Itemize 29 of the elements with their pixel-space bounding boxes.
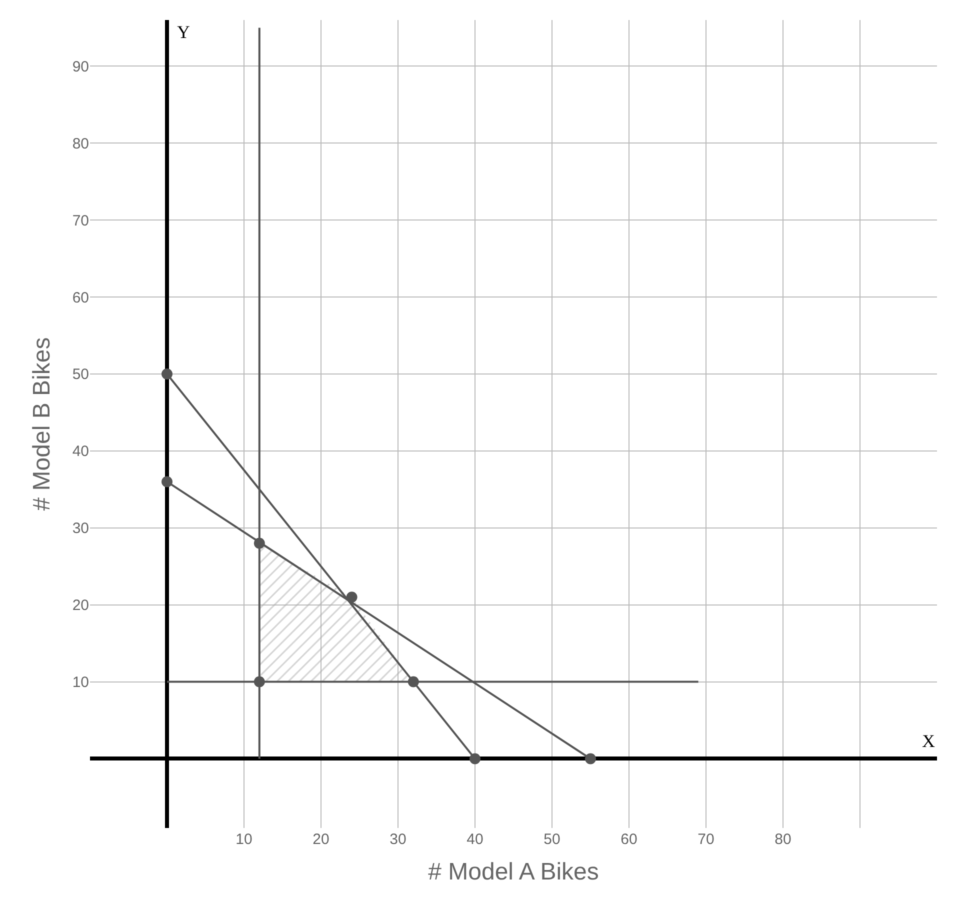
- x-tick-label: 20: [312, 831, 330, 848]
- point: [162, 476, 172, 488]
- x-tick-label: 50: [544, 831, 560, 848]
- point: [254, 538, 265, 549]
- point: [470, 753, 480, 764]
- x-tick-label: 40: [466, 831, 484, 848]
- y-tick-label: 40: [72, 443, 89, 460]
- x-axis-title: # Model A Bikes: [428, 858, 599, 886]
- x-tick-label: 80: [774, 831, 792, 848]
- annotation: Y: [177, 22, 190, 42]
- point: [585, 753, 596, 764]
- y-tick-label: 10: [72, 674, 89, 692]
- point: [346, 592, 358, 603]
- y-tick-label: 80: [72, 135, 89, 152]
- y-tick-label: 50: [72, 366, 89, 384]
- y-tick-label: 30: [72, 520, 89, 538]
- y-tick-label: 90: [72, 58, 89, 76]
- y-tick-label: 70: [72, 212, 89, 230]
- point: [254, 676, 265, 688]
- y-axis-title: # Model B Bikes: [28, 337, 56, 511]
- x-tick-label: 10: [236, 831, 252, 848]
- x-tick-label: 60: [620, 831, 638, 848]
- annotation: X: [922, 731, 935, 751]
- point: [408, 676, 419, 688]
- x-tick-label: 30: [390, 831, 406, 848]
- x-tick-label: 70: [698, 831, 714, 848]
- point: [162, 368, 172, 380]
- y-tick-label: 20: [72, 597, 89, 614]
- y-tick-label: 60: [72, 289, 89, 306]
